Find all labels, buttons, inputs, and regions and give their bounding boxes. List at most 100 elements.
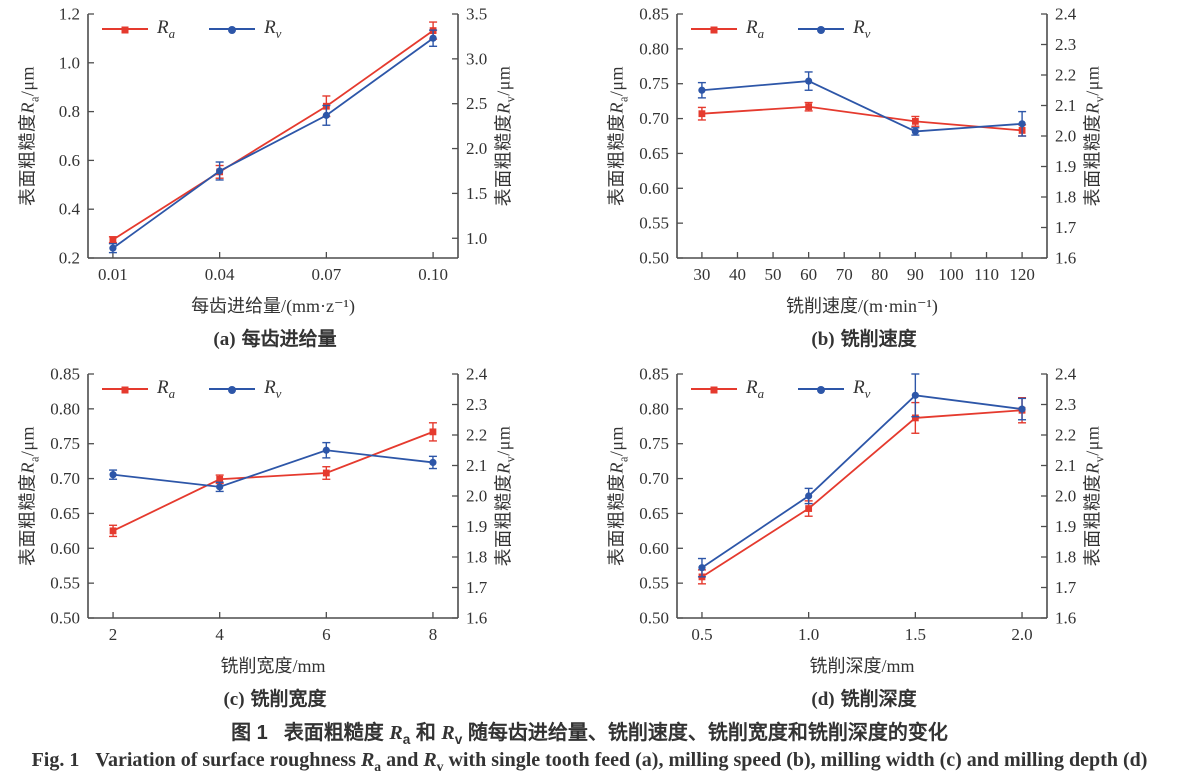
x-tick-label: 6 — [322, 625, 331, 644]
tick-labels: 0.2 0.4 0.6 0.8 1.0 1.2 1.0 1.5 2.0 2.5 3.0 3.5 0.01… — [59, 5, 488, 285]
data-point-marker — [216, 475, 224, 483]
rv-symbol: R — [853, 17, 865, 38]
right-tick-label: 1.9 — [1055, 517, 1076, 536]
right-tick-label: 1.8 — [466, 548, 487, 567]
left-tick-label: 0.6 — [59, 151, 80, 170]
caption-text: 和 — [410, 722, 442, 744]
panel-caption-a: (a) 每齿进给量 — [60, 324, 490, 351]
x-tick-label: 100 — [938, 265, 964, 284]
right-tick-label: 1.0 — [466, 229, 487, 248]
panel-letter: (a) — [213, 329, 236, 350]
data-point-marker — [805, 103, 813, 111]
data-point-marker — [805, 492, 813, 500]
left-tick-label: 0.70 — [639, 109, 669, 128]
right-tick-label: 2.1 — [1055, 456, 1076, 475]
ra-symbol: R — [157, 377, 169, 398]
y-axis-label-right: 表面粗糙度Rv/μm — [1079, 66, 1108, 207]
chart-a-canvas: 0.2 0.4 0.6 0.8 1.0 1.2 1.0 1.5 2.0 2.5 3.0 3.5 0.01… — [59, 5, 488, 285]
tick-labels: 0.50 0.55 0.60 0.65 0.70 0.75 0.80 0.85 1.6 1.7 1.… — [50, 365, 488, 645]
ylabel-sub: v — [503, 95, 518, 103]
data-point-marker — [698, 110, 706, 118]
x-tick-label: 110 — [974, 265, 999, 284]
circle-marker-icon — [228, 386, 237, 395]
ylabel-unit: /μm — [606, 65, 627, 97]
series-rv — [697, 71, 1027, 137]
ylabel-prefix: 表面粗糙度 — [493, 113, 514, 207]
left-tick-label: 0.55 — [639, 574, 669, 593]
right-tick-label: 2.3 — [1055, 35, 1076, 54]
data-line — [701, 409, 1023, 578]
ylabel-unit: /μm — [493, 425, 514, 456]
right-tick-label: 2.4 — [1055, 365, 1077, 384]
x-tick-label: 40 — [729, 265, 746, 284]
data-point-marker — [429, 34, 437, 42]
legend-item-rv: Rv — [798, 377, 870, 402]
axes — [676, 14, 1048, 259]
legend-ra-label: Ra — [746, 17, 764, 42]
left-tick-label: 1.0 — [59, 53, 80, 72]
x-tick-label: 0.04 — [205, 265, 235, 284]
rv-subscript: v — [454, 732, 463, 747]
rv-subscript: v — [864, 385, 871, 401]
left-tick-label: 0.50 — [639, 249, 669, 268]
right-tick-label: 2.1 — [466, 456, 487, 475]
ylabel-unit: /μm — [1082, 425, 1103, 456]
x-tick-label: 1.5 — [905, 625, 926, 644]
data-point-marker — [322, 111, 330, 119]
tick-labels: 0.50 0.55 0.60 0.65 0.70 0.75 0.80 0.85 1.6 1.7 1.… — [639, 5, 1077, 285]
x-tick-label: 0.10 — [418, 265, 448, 284]
legend-rv-label: Rv — [853, 377, 870, 402]
right-tick-label: 3.5 — [466, 5, 487, 24]
x-tick-label: 50 — [765, 265, 782, 284]
x-tick-label: 1.0 — [798, 625, 819, 644]
tick-marks — [677, 13, 1047, 259]
square-marker-icon — [121, 386, 129, 394]
x-axis-label: 每齿进给量/(mm·z⁻¹) — [191, 296, 355, 316]
panel-caption-d: (d) 铣削深度 — [649, 684, 1079, 711]
data-point-marker — [429, 428, 437, 436]
x-tick-label: 70 — [836, 265, 853, 284]
figure-caption-english: Fig. 1 Variation of surface roughness Ra … — [0, 749, 1179, 775]
panel-letter: (c) — [223, 689, 245, 710]
data-point-marker — [698, 564, 706, 572]
tick-marks — [677, 373, 1047, 619]
ylabel-prefix: 表面粗糙度 — [1082, 113, 1103, 207]
left-tick-label: 1.2 — [59, 5, 80, 24]
chart-c-legend: Ra Rv — [102, 377, 281, 402]
left-tick-label: 0.80 — [639, 39, 669, 58]
right-tick-label: 1.7 — [466, 578, 488, 597]
series-rv — [697, 373, 1027, 578]
x-tick-label: 80 — [871, 265, 888, 284]
legend-item-ra: Ra — [102, 17, 175, 42]
data-line — [112, 37, 434, 249]
tick-marks — [88, 373, 458, 619]
ylabel-symbol: R — [17, 102, 38, 114]
legend-item-ra: Ra — [691, 17, 764, 42]
legend-ra-label: Ra — [157, 17, 175, 42]
circle-marker-icon — [817, 386, 826, 395]
ylabel-unit: /μm — [493, 65, 514, 96]
circle-marker-icon — [228, 26, 237, 35]
data-line — [112, 431, 434, 532]
ylabel-sub: a — [616, 456, 631, 463]
data-point-marker — [322, 469, 330, 477]
legend-item-ra: Ra — [102, 377, 175, 402]
rv-line-sample — [798, 26, 845, 35]
rv-subscript: v — [436, 759, 444, 774]
subplot-grid: 0.2 0.4 0.6 0.8 1.0 1.2 1.0 1.5 2.0 2.5 3.0 3.5 0.01… — [0, 5, 1179, 720]
rv-subscript: v — [864, 25, 871, 41]
panel-caption-b: (b) 铣削速度 — [649, 324, 1079, 351]
figure-number: Fig. 1 — [31, 749, 80, 771]
right-tick-label: 2.0 — [1055, 127, 1076, 146]
ra-subscript: a — [757, 385, 765, 401]
subplot-d: 0.50 0.55 0.60 0.65 0.70 0.75 0.80 0.85 1.6 1.7 1.… — [589, 360, 1179, 720]
legend-ra-label: Ra — [746, 377, 764, 402]
data-point-marker — [698, 86, 706, 94]
right-tick-label: 2.2 — [466, 426, 487, 445]
subplot-c: 0.50 0.55 0.60 0.65 0.70 0.75 0.80 0.85 1.6 1.7 1.… — [0, 360, 589, 720]
rv-symbol: R — [264, 17, 276, 38]
right-tick-label: 2.2 — [1055, 426, 1076, 445]
legend-ra-label: Ra — [157, 377, 175, 402]
ylabel-unit: /μm — [1082, 65, 1103, 96]
left-tick-label: 0.85 — [50, 365, 80, 384]
